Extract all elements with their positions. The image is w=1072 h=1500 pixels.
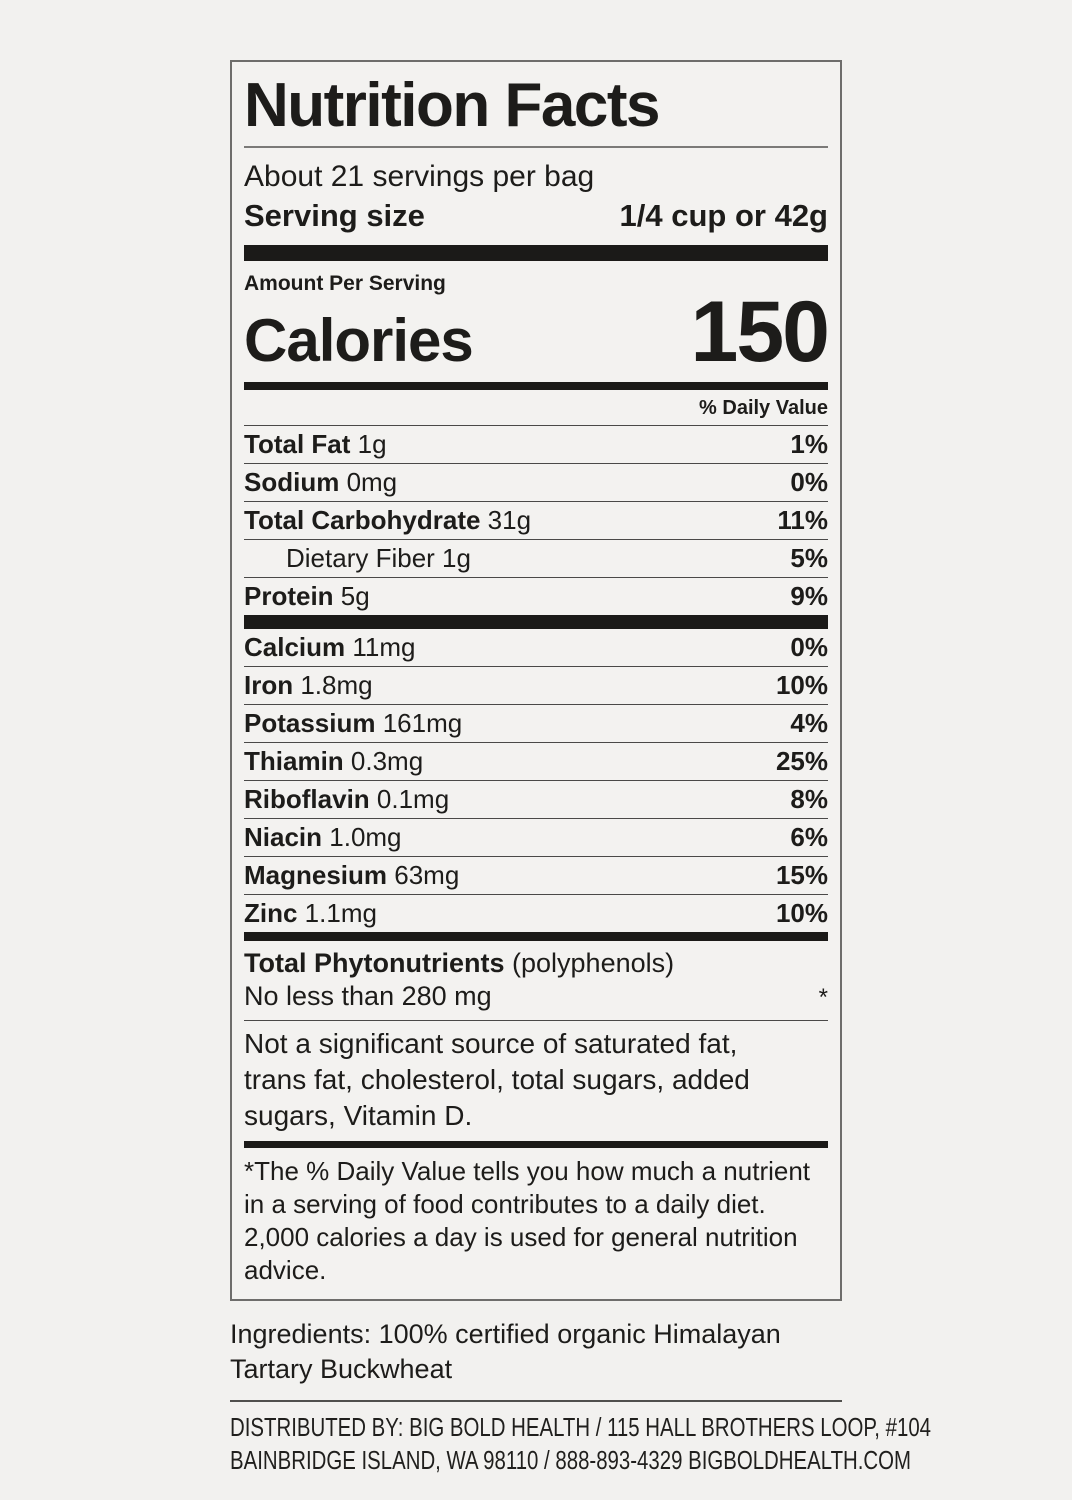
phytonutrients-amount-line: No less than 280 mg * xyxy=(244,980,828,1014)
nutrient-row: Sodium 0mg 0% xyxy=(244,463,828,501)
nutrient-row: Magnesium 63mg 15% xyxy=(244,856,828,894)
nutrient-daily-value: 8% xyxy=(790,784,828,814)
nutrient-name-amount: Total Carbohydrate 31g xyxy=(244,505,532,535)
nutrient-name-amount: Magnesium 63mg xyxy=(244,860,460,890)
title-divider xyxy=(244,146,828,148)
not-significant-note: Not a significant source of saturated fa… xyxy=(244,1028,750,1131)
nutrient-row: Thiamin 0.3mg 25% xyxy=(244,742,828,780)
distributor-line-1: DISTRIBUTED BY: BIG BOLD HEALTH / 115 HA… xyxy=(230,1414,932,1442)
serving-size-value: 1/4 cup or 42g xyxy=(619,198,828,233)
phytonutrients-name: Total Phytonutrients xyxy=(244,948,505,978)
section-bar-medium xyxy=(244,1141,828,1148)
servings-per-bag: About 21 servings per bag xyxy=(244,160,595,193)
mineral-table: Calcium 11mg 0% Iron 1.8mg 10% Potassium 161… xyxy=(244,629,828,932)
section-bar-thick xyxy=(244,245,828,261)
nutrient-name-amount: Riboflavin 0.1mg xyxy=(244,784,450,814)
nutrient-daily-value: 6% xyxy=(790,822,828,852)
nutrient-name-amount: Calcium 11mg xyxy=(244,632,416,662)
nutrient-name-amount: Sodium 0mg xyxy=(244,467,398,497)
distributor-line-2: BAINBRIDGE ISLAND, WA 98110 / 888-893-43… xyxy=(230,1447,912,1475)
nutrient-row: Protein 5g 9% xyxy=(244,577,828,615)
daily-value-footnote: *The % Daily Value tells you how much a … xyxy=(244,1156,811,1285)
nutrient-daily-value: 25% xyxy=(775,746,828,776)
nutrient-name-amount: Protein 5g xyxy=(244,581,370,611)
serving-size-row: Serving size 1/4 cup or 42g xyxy=(244,197,828,235)
phytonutrients-qualifier: (polyphenols) xyxy=(512,948,675,978)
nutrient-table: Total Fat 1g 1% Sodium 0mg 0% Total Carbohyd… xyxy=(244,426,828,615)
section-bar-medium xyxy=(244,932,828,941)
nutrient-row: Riboflavin 0.1mg 8% xyxy=(244,780,828,818)
label-title: Nutrition Facts xyxy=(244,71,660,140)
phytonutrients-dv-asterisk: * xyxy=(818,984,828,1011)
nutrient-row: Niacin 1.0mg 6% xyxy=(244,818,828,856)
phytonutrients-name-line: Total Phytonutrients (polyphenols) xyxy=(244,947,828,980)
nutrient-name-amount: Dietary Fiber 1g xyxy=(286,543,471,573)
nutrient-daily-value: 4% xyxy=(790,708,828,738)
calories-value: 150 xyxy=(690,284,830,380)
nutrient-row: Zinc 1.1mg 10% xyxy=(244,894,828,932)
calories-row: Calories 150 xyxy=(244,284,830,380)
nutrient-daily-value: 0% xyxy=(790,467,828,497)
phytonutrients-section: Total Phytonutrients (polyphenols) No le… xyxy=(244,941,828,1020)
nutrient-daily-value: 1% xyxy=(790,429,828,459)
nutrient-name-amount: Niacin 1.0mg xyxy=(244,822,402,852)
label-column: Nutrition Facts About 21 servings per ba… xyxy=(230,60,932,1500)
nutrient-daily-value: 15% xyxy=(775,860,828,890)
nutrient-daily-value: 11% xyxy=(777,505,828,535)
nutrient-row: Calcium 11mg 0% xyxy=(244,629,828,666)
nutrient-daily-value: 9% xyxy=(790,581,828,611)
nutrient-name-amount: Potassium 161mg xyxy=(244,708,463,738)
section-bar-thick xyxy=(244,615,828,629)
nutrient-row: Dietary Fiber 1g 5% xyxy=(244,539,828,577)
section-bar-medium xyxy=(244,382,828,390)
nutrient-row: Total Fat 1g 1% xyxy=(244,426,828,463)
ingredients-text: Ingredients: 100% certified organic Hima… xyxy=(230,1319,781,1384)
row-divider xyxy=(244,425,828,426)
nutrient-name-amount: Total Fat 1g xyxy=(244,429,387,459)
row-divider xyxy=(244,1020,828,1021)
phytonutrients-amount: No less than 280 mg xyxy=(244,981,492,1011)
ingredients-divider xyxy=(230,1400,842,1402)
nutrient-daily-value: 5% xyxy=(790,543,828,573)
nutrient-daily-value: 10% xyxy=(775,898,828,928)
nutrient-row: Iron 1.8mg 10% xyxy=(244,666,828,704)
daily-value-header: % Daily Value xyxy=(699,397,828,419)
serving-size-label: Serving size xyxy=(244,198,425,233)
nutrient-name-amount: Zinc 1.1mg xyxy=(244,898,377,928)
nutrient-daily-value: 10% xyxy=(775,670,828,700)
below-label-info: Ingredients: 100% certified organic Hima… xyxy=(230,1317,932,1500)
amount-per-serving-label: Amount Per Serving xyxy=(244,272,446,295)
calories-label: Calories xyxy=(244,307,474,374)
nutrient-row: Potassium 161mg 4% xyxy=(244,704,828,742)
nutrient-name-amount: Iron 1.8mg xyxy=(244,670,373,700)
nutrient-row: Total Carbohydrate 31g 11% xyxy=(244,501,828,539)
nutrition-facts-label: Nutrition Facts About 21 servings per ba… xyxy=(230,60,842,1301)
nutrient-name-amount: Thiamin 0.3mg xyxy=(244,746,424,776)
nutrient-daily-value: 0% xyxy=(790,632,828,662)
